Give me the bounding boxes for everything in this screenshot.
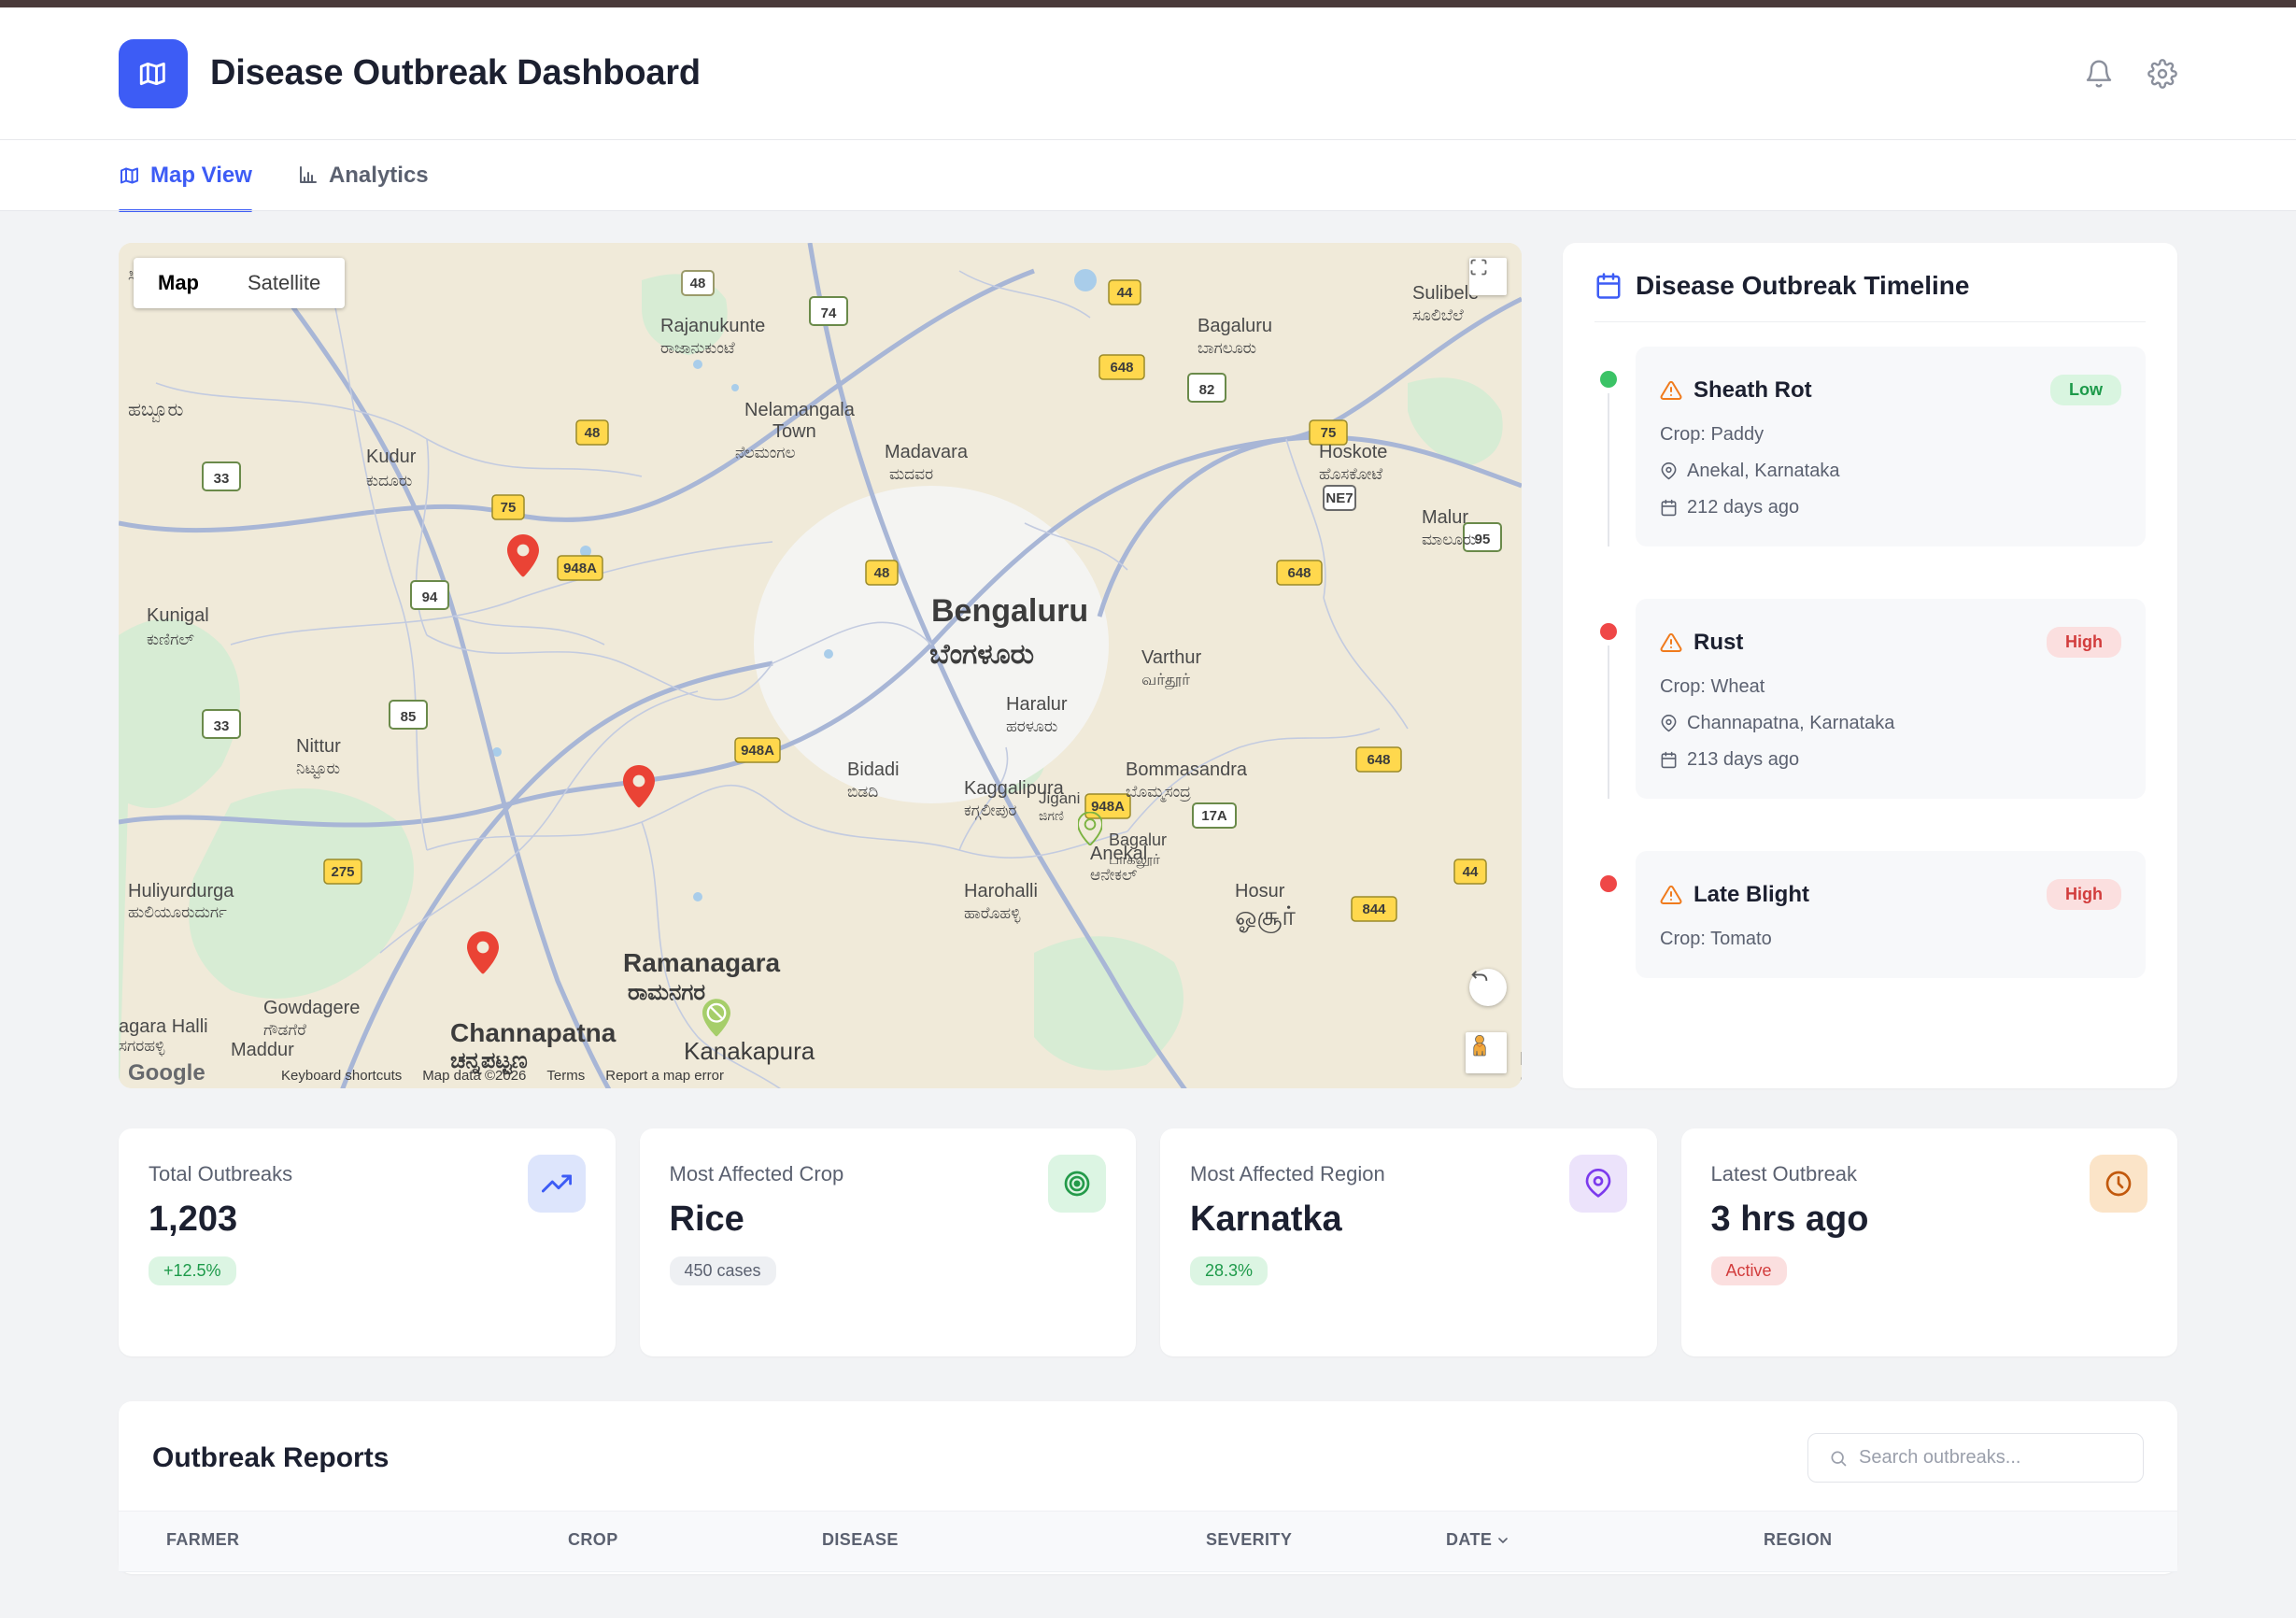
svg-text:Bengaluru: Bengaluru: [931, 593, 1088, 629]
svg-text:ರಾಜಾನುಕುಂಟೆ: ರಾಜಾನುಕುಂಟೆ: [660, 339, 735, 357]
svg-text:948A: 948A: [563, 561, 597, 576]
svg-text:Malur: Malur: [1422, 507, 1468, 528]
svg-text:agara Halli: agara Halli: [119, 1016, 208, 1037]
svg-text:33: 33: [214, 471, 230, 487]
svg-text:17A: 17A: [1201, 808, 1227, 824]
svg-text:ಕುದೂರು: ಕುದೂರು: [366, 472, 412, 490]
svg-text:ಸಗರಹಳ್ಳಿ: ಸಗರಹಳ್ಳಿ: [119, 1037, 165, 1056]
svg-text:Rajanukunte: Rajanukunte: [660, 316, 765, 336]
svg-text:Maddur: Maddur: [231, 1040, 294, 1060]
svg-text:Huliyurdurga: Huliyurdurga: [128, 881, 234, 901]
svg-text:ಹರಳೂರು: ಹರಳೂರು: [1006, 717, 1057, 735]
svg-text:ರಾಮನಗರ: ರಾಮನಗರ: [628, 980, 705, 1005]
svg-text:ಹುಲಿಯೂರುದುರ್ಗ: ಹುಲಿಯೂರುದುರ್ಗ: [128, 903, 227, 921]
svg-text:Bommasandra: Bommasandra: [1126, 759, 1248, 780]
svg-text:48: 48: [690, 276, 706, 291]
svg-text:ಮಾಲೂರು: ಮಾಲೂರು: [1422, 531, 1476, 548]
svg-text:NE7: NE7: [1325, 490, 1353, 506]
svg-text:74: 74: [821, 305, 837, 321]
svg-text:Gowdagere: Gowdagere: [263, 998, 360, 1018]
svg-text:Kaggalipura: Kaggalipura: [964, 778, 1065, 799]
svg-text:Nittur: Nittur: [296, 736, 341, 757]
svg-text:ஓசூர்: ஓசூர்: [1235, 901, 1296, 933]
svg-text:75: 75: [1321, 425, 1337, 441]
svg-text:44: 44: [1117, 285, 1133, 301]
svg-text:ಹೊಸಕೋಟೆ: ಹೊಸಕೋಟೆ: [1319, 465, 1383, 483]
svg-text:ಕಗ್ಗಲೀಪುರ: ಕಗ್ಗಲೀಪುರ: [964, 802, 1016, 819]
svg-text:95: 95: [1475, 532, 1491, 547]
svg-text:82: 82: [1199, 382, 1215, 398]
svg-text:Bagaluru: Bagaluru: [1198, 316, 1272, 336]
svg-text:948A: 948A: [741, 743, 774, 759]
svg-text:ಬಾಗಲೂರು: ಬಾಗಲೂರು: [1198, 339, 1256, 357]
svg-text:648: 648: [1367, 752, 1390, 768]
svg-text:Channapatna: Channapatna: [450, 1018, 617, 1047]
svg-text:Town: Town: [772, 421, 816, 442]
svg-text:ಬಿಡದಿ: ಬಿಡದಿ: [847, 783, 878, 801]
svg-text:Nelamangala: Nelamangala: [744, 400, 856, 420]
svg-text:85: 85: [401, 709, 417, 725]
svg-text:75: 75: [501, 500, 517, 516]
svg-text:ಸೂಲಿಬೆಲೆ: ಸೂಲಿಬೆಲೆ: [1412, 306, 1464, 324]
svg-text:Kunigal: Kunigal: [147, 605, 209, 626]
svg-text:275: 275: [331, 864, 354, 880]
svg-text:Varthur: Varthur: [1141, 647, 1201, 668]
svg-text:ಹಬ್ಬೂರು: ಹಬ್ಬೂರು: [128, 400, 183, 422]
svg-text:ನಿಟ್ಟೂರು: ನಿಟ್ಟೂರು: [296, 759, 340, 779]
svg-text:ನೆಲಮಂಗಲ: ನೆಲಮಂಗಲ: [735, 444, 796, 461]
svg-text:Anekal: Anekal: [1090, 844, 1147, 864]
svg-text:ಗೌಡಗೆರೆ: ಗೌಡಗೆರೆ: [263, 1021, 306, 1039]
svg-text:ಕುಣಿಗಲ್: ಕುಣಿಗಲ್: [147, 631, 194, 648]
svg-text:ಹಾರೊಹಳ್ಳಿ: ಹಾರೊಹಳ್ಳಿ: [964, 904, 1021, 923]
svg-text:ಬೆಂಗಳೂರು: ಬೆಂಗಳೂರು: [929, 639, 1034, 670]
svg-text:ಜಿಗಣಿ: ಜಿಗಣಿ: [1039, 808, 1064, 823]
svg-text:Kudur: Kudur: [366, 447, 417, 467]
svg-text:Bidadi: Bidadi: [847, 759, 900, 780]
svg-text:வர்தூர்: வர்தூர்: [1141, 671, 1190, 689]
svg-text:Madavara: Madavara: [885, 442, 969, 462]
svg-text:Hosur: Hosur: [1235, 881, 1285, 901]
svg-text:844: 844: [1362, 901, 1386, 917]
svg-text:Harohalli: Harohalli: [964, 881, 1038, 901]
svg-text:648: 648: [1287, 565, 1311, 581]
svg-text:Haralur: Haralur: [1006, 694, 1068, 715]
svg-text:ಮದವರ: ಮದವರ: [889, 465, 933, 483]
svg-text:48: 48: [874, 565, 890, 581]
svg-text:44: 44: [1463, 864, 1479, 880]
svg-text:33: 33: [214, 718, 230, 734]
svg-text:Hoskote: Hoskote: [1319, 442, 1387, 462]
svg-text:Ramanagara: Ramanagara: [623, 948, 781, 977]
svg-text:94: 94: [422, 589, 438, 605]
svg-text:ಬೊಮ್ಮಸಂದ್ರ: ಬೊಮ್ಮಸಂದ್ರ: [1126, 783, 1191, 802]
svg-text:648: 648: [1110, 360, 1133, 376]
svg-text:ಆನೇಕಲ್: ಆನೇಕಲ್: [1090, 866, 1137, 884]
svg-text:48: 48: [585, 425, 601, 441]
